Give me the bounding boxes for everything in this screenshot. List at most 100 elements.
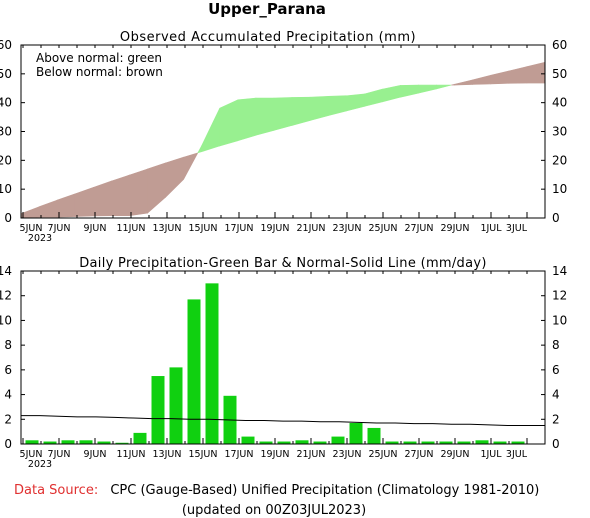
accumulated-xtick-year-label: 2023 bbox=[28, 233, 52, 244]
daily-xtick-label: 7JUN bbox=[48, 449, 71, 460]
accumulated-anomaly-segment bbox=[74, 187, 94, 217]
daily-xtick-label: 15JUN bbox=[189, 449, 218, 460]
daily-bars bbox=[25, 283, 525, 444]
daily-ytick-label-left: 8 bbox=[4, 338, 12, 352]
daily-ytick-label-right: 10 bbox=[552, 313, 567, 327]
accumulated-anomaly-segment bbox=[111, 174, 130, 216]
accumulated-anomaly-segment bbox=[219, 99, 239, 147]
accumulated-anomaly-segment bbox=[273, 97, 293, 131]
daily-precip-bar bbox=[403, 441, 417, 444]
daily-xtick-label: 13JUN bbox=[153, 449, 182, 460]
accumulated-ytick-label-left: 30 bbox=[0, 125, 12, 139]
accumulated-ytick-label-right: 0 bbox=[552, 211, 560, 225]
accumulated-anomaly-segment bbox=[147, 162, 166, 214]
daily-normal-polyline bbox=[21, 415, 545, 426]
daily-xtick-label: 29JUN bbox=[441, 449, 470, 460]
daily-xtick-label: 3JUL bbox=[506, 449, 528, 460]
daily-xtick-label: 5JUN bbox=[20, 449, 43, 460]
accumulated-ytick-label-left: 0 bbox=[4, 211, 12, 225]
legend-above-normal: Above normal: green bbox=[36, 51, 162, 65]
daily-precip-bar bbox=[169, 367, 183, 444]
daily-precip-bar bbox=[295, 440, 309, 444]
daily-precip-bar bbox=[151, 376, 165, 444]
daily-ytick-label-right: 0 bbox=[552, 437, 560, 451]
accumulated-ytick-label-right: 30 bbox=[552, 125, 567, 139]
accumulated-ytick-label-left: 60 bbox=[0, 38, 12, 52]
accumulated-anomaly-segment bbox=[508, 66, 528, 84]
daily-normal-line bbox=[21, 415, 545, 426]
daily-ytick-label-left: 0 bbox=[4, 437, 12, 451]
daily-ytick-label-left: 14 bbox=[0, 264, 12, 278]
daily-ytick-label-right: 14 bbox=[552, 264, 567, 278]
daily-precip-bar bbox=[457, 441, 471, 444]
accumulated-ytick-label-right: 50 bbox=[552, 67, 567, 81]
accumulated-anomaly-segment bbox=[237, 97, 257, 142]
accumulated-xtick-label: 13JUN bbox=[153, 223, 182, 234]
daily-ytick-label-right: 2 bbox=[552, 412, 560, 426]
daily-precip-bar bbox=[367, 427, 381, 444]
data-source-text: CPC (Gauge-Based) Unified Precipitation … bbox=[110, 483, 539, 498]
accumulated-xtick-label: 7JUN bbox=[48, 223, 71, 234]
daily-precip-bar bbox=[313, 441, 327, 444]
daily-ytick-label-left: 4 bbox=[4, 388, 12, 402]
accumulated-anomaly-segment bbox=[183, 152, 199, 180]
daily-xtick-label: 23JUN bbox=[333, 449, 362, 460]
legend-below-normal: Below normal: brown bbox=[36, 65, 163, 79]
daily-precip-bar bbox=[97, 441, 111, 444]
accumulated-ytick-label-right: 20 bbox=[552, 153, 567, 167]
daily-xtick-label: 27JUN bbox=[405, 449, 434, 460]
daily-xtick-label: 11JUN bbox=[117, 449, 146, 460]
daily-precip-bar bbox=[331, 436, 345, 444]
daily-xtick-label: 1JUL bbox=[480, 449, 502, 460]
daily-precip-bar bbox=[61, 440, 75, 444]
accumulated-anomaly-segment bbox=[197, 145, 202, 154]
accumulated-anomaly-segment bbox=[436, 84, 452, 90]
accumulated-anomaly-segment bbox=[382, 84, 401, 103]
accumulated-anomaly-segment bbox=[201, 108, 221, 153]
daily-xtick-label: 9JUN bbox=[84, 449, 107, 460]
accumulated-xtick-label: 15JUN bbox=[189, 223, 218, 234]
accumulated-precip-panel: Observed Accumulated Precipitation (mm) … bbox=[0, 30, 567, 244]
daily-precip-bar bbox=[43, 441, 57, 444]
daily-xtick-label: 19JUN bbox=[261, 449, 290, 460]
accumulated-xtick-label: 17JUN bbox=[225, 223, 254, 234]
accumulated-xtick-label: 11JUN bbox=[117, 223, 146, 234]
figure-title: Upper_Parana bbox=[208, 0, 326, 18]
accumulated-xtick-label: 1JUL bbox=[480, 223, 502, 234]
accumulated-ytick-label-left: 20 bbox=[0, 153, 12, 167]
daily-precip-bar bbox=[133, 432, 147, 444]
data-source-line: Data Source: CPC (Gauge-Based) Unified P… bbox=[14, 483, 539, 498]
daily-xtick-label: 17JUN bbox=[225, 449, 254, 460]
accumulated-xtick-label: 21JUN bbox=[297, 223, 326, 234]
daily-precip-bar bbox=[115, 442, 129, 444]
accumulated-anomaly-segment bbox=[309, 96, 329, 121]
accumulated-ytick-label-right: 10 bbox=[552, 182, 567, 196]
accumulated-fill-area bbox=[20, 61, 546, 219]
daily-precip-bar bbox=[277, 441, 291, 444]
accumulated-anomaly-segment bbox=[20, 206, 40, 219]
accumulated-anomaly-segment bbox=[129, 168, 148, 217]
daily-precip-bar bbox=[205, 283, 219, 444]
daily-ytick-label-right: 4 bbox=[552, 388, 560, 402]
daily-precip-bar bbox=[259, 441, 273, 444]
accumulated-anomaly-segment bbox=[56, 193, 76, 218]
accumulated-ytick-label-left: 50 bbox=[0, 67, 12, 81]
accumulated-anomaly-segment bbox=[364, 88, 383, 107]
accumulated-ytick-label-right: 40 bbox=[552, 96, 567, 110]
daily-ytick-label-left: 10 bbox=[0, 313, 12, 327]
daily-precip-bar bbox=[421, 441, 435, 444]
accumulated-anomaly-segment bbox=[400, 84, 419, 98]
daily-precip-bar bbox=[385, 441, 399, 444]
daily-xtick-year-label: 2023 bbox=[28, 459, 52, 470]
accumulated-anomaly-segment bbox=[327, 95, 347, 117]
accumulated-anomaly-segment bbox=[490, 70, 510, 85]
daily-xtick-label: 21JUN bbox=[297, 449, 326, 460]
accumulated-anomaly-segment bbox=[454, 79, 474, 86]
accumulated-anomaly-segment bbox=[165, 156, 184, 198]
accumulated-xtick-label: 27JUN bbox=[405, 223, 434, 234]
daily-precip-bar bbox=[79, 440, 93, 444]
updated-timestamp: (updated on 00Z03JUL2023) bbox=[182, 503, 366, 518]
daily-precip-bar bbox=[25, 440, 39, 444]
daily-precip-panel: Daily Precipitation-Green Bar & Normal-S… bbox=[0, 256, 567, 470]
accumulated-xtick-label: 3JUL bbox=[506, 223, 528, 234]
